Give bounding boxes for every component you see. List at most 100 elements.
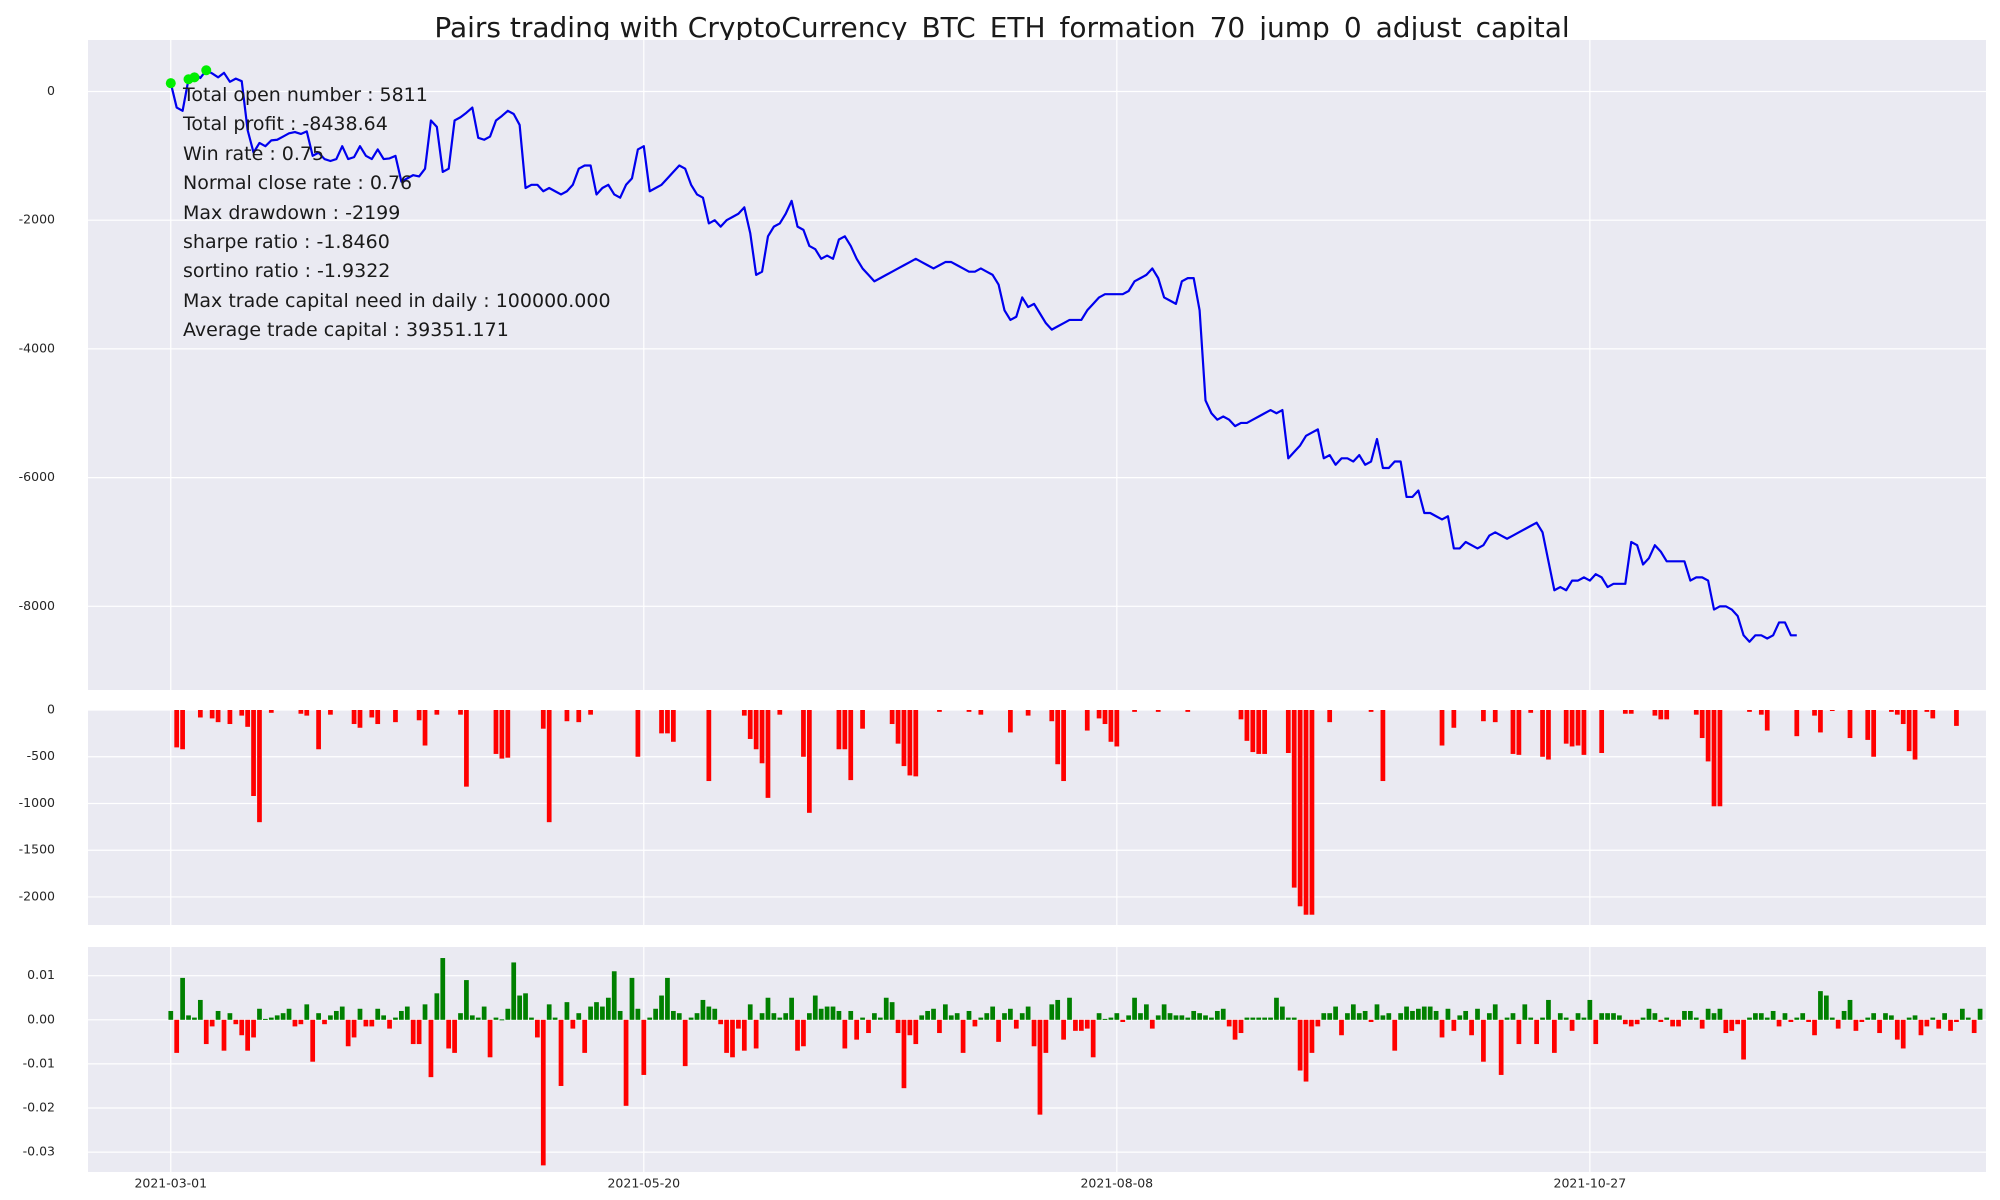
return-bar (1498, 1019, 1504, 1075)
return-bar (1628, 1019, 1634, 1027)
return-bar (1705, 1008, 1711, 1020)
return-bar (806, 1013, 812, 1020)
y-tick-label: -0.03 (23, 1144, 55, 1159)
return-bar (1297, 1019, 1303, 1071)
return-bar (428, 1019, 434, 1078)
stat-total-profit: Total profit : -8438.64 (182, 113, 388, 135)
return-bar (901, 1019, 907, 1089)
return-bar (328, 1015, 333, 1020)
return-bar (1894, 1019, 1900, 1040)
return-bar (1220, 1008, 1226, 1020)
return-bar (233, 1019, 239, 1025)
return-bar (1622, 1019, 1628, 1025)
return-bar (937, 1019, 942, 1034)
return-bar (1492, 1004, 1498, 1020)
y-tick-label: 0 (47, 83, 55, 98)
return-bar (1599, 1013, 1605, 1020)
equity-panel: 0 -2000 -4000 -6000 -8000 Total open number … (19, 40, 1986, 690)
return-bar (659, 995, 664, 1020)
return-bar (1676, 1019, 1681, 1027)
return-bar (795, 1019, 800, 1051)
drawdown-bar (1451, 710, 1457, 728)
drawdown-bar (499, 710, 505, 759)
drawdown-bar (251, 710, 256, 796)
return-bar (1244, 1017, 1250, 1020)
return-bar (1475, 1008, 1480, 1020)
return-bar (866, 1019, 871, 1034)
return-bar (499, 1019, 505, 1021)
return-bar (1031, 1019, 1037, 1047)
return-bar (1510, 1013, 1516, 1020)
return-bar (1522, 1004, 1528, 1020)
return-bar (1557, 1013, 1563, 1020)
return-bar (440, 958, 446, 1020)
drawdown-bar (1658, 710, 1664, 720)
drawdown-bar (836, 710, 842, 750)
return-bar (931, 1008, 936, 1020)
return-bar (280, 1013, 286, 1020)
return-bar (1841, 1010, 1847, 1020)
return-bar (984, 1013, 990, 1020)
return-bar (1906, 1017, 1912, 1020)
drawdown-bar (1303, 710, 1309, 915)
return-bar (1321, 1013, 1327, 1020)
return-bar (1398, 1013, 1404, 1020)
drawdown-bar (1599, 710, 1605, 753)
return-bar (1350, 1004, 1356, 1020)
return-bar (298, 1019, 304, 1025)
return-bar (1930, 1017, 1936, 1020)
drawdown-bar (1132, 710, 1137, 712)
return-bar (830, 1006, 836, 1020)
drawdown-bar (801, 710, 806, 757)
return-bar (1723, 1019, 1729, 1034)
return-bar (546, 1004, 552, 1020)
drawdown-bar (1829, 710, 1835, 711)
drawdown-bar (197, 710, 203, 718)
return-bar (1469, 1019, 1474, 1036)
return-bar (1002, 1013, 1007, 1020)
return-bar (653, 1008, 658, 1020)
drawdown-y-axis: 0 -500 -1000 -1500 -2000 (19, 702, 55, 904)
return-bar (1835, 1019, 1841, 1029)
drawdown-bar (706, 710, 712, 782)
return-bar (670, 1010, 676, 1020)
return-bar (1729, 1019, 1735, 1031)
return-bar (1481, 1019, 1486, 1062)
drawdown-bar (1049, 710, 1055, 722)
drawdown-bar (1699, 710, 1705, 739)
return-bar (322, 1019, 327, 1025)
return-bar (1238, 1019, 1244, 1034)
return-bar (1794, 1017, 1800, 1020)
return-bar (1658, 1019, 1664, 1022)
drawdown-bar (659, 710, 664, 734)
drawdown-bar (1380, 710, 1386, 782)
drawdown-bar (670, 710, 676, 742)
return-bar (1593, 1019, 1599, 1045)
return-bar (718, 1019, 724, 1025)
return-bar (641, 1019, 647, 1075)
return-bar (1073, 1019, 1078, 1031)
return-bar (1078, 1019, 1084, 1031)
return-bar (1611, 1013, 1616, 1020)
drawdown-bar (464, 710, 469, 787)
drawdown-bar (1812, 710, 1817, 716)
return-bar (966, 1010, 972, 1020)
y-tick-label: -500 (27, 748, 55, 763)
return-bar (777, 1017, 783, 1020)
drawdown-bar (1563, 710, 1569, 744)
return-bar (1516, 1019, 1522, 1045)
return-bar (771, 1013, 777, 1020)
return-bar (399, 1010, 404, 1020)
drawdown-bar (665, 710, 670, 734)
drawdown-bar (741, 710, 747, 716)
return-bar (552, 1017, 558, 1020)
return-bar (245, 1019, 251, 1051)
return-bar (1339, 1019, 1344, 1036)
return-bar (1102, 1018, 1108, 1020)
drawdown-bar (765, 710, 771, 798)
drawdown-bar (1008, 710, 1013, 733)
return-bar (1333, 1006, 1338, 1020)
return-bar (600, 1006, 605, 1020)
return-bar (895, 1019, 901, 1034)
return-bar (1741, 1019, 1746, 1060)
